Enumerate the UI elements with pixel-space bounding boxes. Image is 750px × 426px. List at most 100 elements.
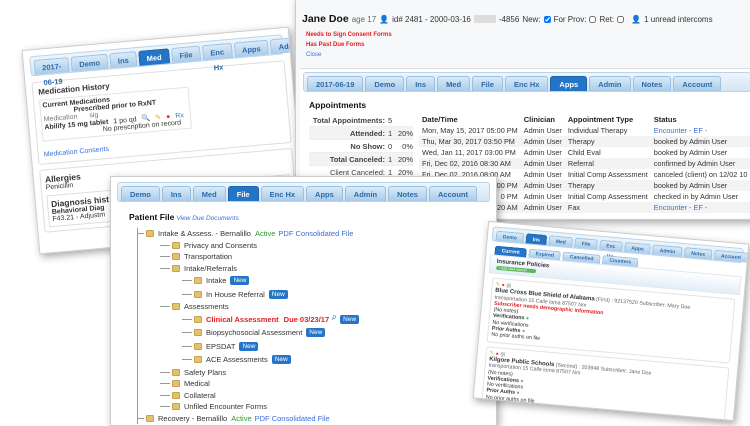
tree-node[interactable]: Biopsychosocial Assessment New: [138, 326, 490, 340]
tab-account[interactable]: Account: [673, 76, 722, 91]
tree-node-label[interactable]: Intake & Assess. - Bernalillo: [158, 229, 251, 239]
tab-admin[interactable]: Admin: [344, 186, 387, 201]
tree-node-label[interactable]: ACE Assessments: [206, 355, 268, 365]
tree-node[interactable]: Unfiled Encounter Forms: [138, 401, 490, 413]
new-document-button[interactable]: New: [268, 289, 288, 299]
new-document-button[interactable]: New: [239, 341, 259, 351]
tab-file[interactable]: File: [472, 76, 503, 91]
tab-apps[interactable]: Apps: [624, 241, 652, 255]
column-header[interactable]: Date/Time: [422, 115, 458, 124]
column-header[interactable]: Status: [653, 115, 677, 124]
pdf-consolidated-link[interactable]: PDF Consolidated File: [278, 229, 354, 239]
tab-notes[interactable]: Notes: [683, 247, 713, 260]
tab-med[interactable]: Med: [137, 48, 171, 66]
tree-node[interactable]: Clinical Assessment Due 03/23/17 P New: [138, 313, 490, 327]
tab-ins[interactable]: Ins: [525, 233, 548, 246]
table-row[interactable]: 20 AM Admin User Fax Encounter - EF -: [419, 202, 750, 213]
tree-node[interactable]: Privacy and Consents: [138, 240, 490, 252]
tab-enc-hx[interactable]: Enc Hx: [504, 76, 549, 91]
tab-ins[interactable]: Ins: [161, 186, 191, 201]
tab-account[interactable]: Account: [713, 249, 749, 263]
tab-file[interactable]: File: [574, 237, 598, 250]
table-row[interactable]: Thu, Mar 30, 2017 03:50 PM Admin User Ther…: [419, 136, 750, 147]
tab-med[interactable]: Med: [548, 235, 574, 248]
add-icon[interactable]: ●: [516, 390, 520, 397]
tree-node-label[interactable]: Collateral: [184, 390, 216, 400]
tree-node-label[interactable]: Assessments: [184, 302, 229, 312]
table-row[interactable]: Fri, Dec 02, 2016 08:00 AM Admin User Init…: [419, 169, 750, 180]
tab-ins[interactable]: Ins: [406, 76, 436, 91]
tab-apps[interactable]: Apps: [550, 76, 588, 91]
tab-demo[interactable]: Demo: [365, 76, 405, 91]
tree-node-label[interactable]: Recovery - Bernalillo: [158, 413, 228, 423]
tree-node[interactable]: Intake & Assess. - Bernalillo Active PDF…: [138, 228, 490, 240]
tab-admin[interactable]: Admin: [589, 76, 631, 91]
tab-demo[interactable]: Demo: [121, 186, 160, 201]
tab-file[interactable]: File: [227, 186, 259, 201]
tab-enc-hx[interactable]: Enc Hx: [201, 42, 233, 72]
tree-node-label[interactable]: Medical: [184, 379, 210, 389]
new-document-button[interactable]: New: [306, 328, 326, 338]
view-due-documents-link[interactable]: View Due Documents: [176, 215, 239, 222]
close-link[interactable]: Close: [306, 52, 322, 58]
for-prov-checkbox[interactable]: [589, 15, 597, 23]
tree-node[interactable]: Safety Plans: [138, 367, 490, 379]
pdf-consolidated-link[interactable]: PDF Consolidated File: [254, 413, 330, 423]
tree-node-label[interactable]: Transportation: [184, 252, 233, 262]
cell-status[interactable]: Encounter - EF -: [653, 126, 708, 135]
tab-enc-hx[interactable]: Enc Hx: [598, 239, 623, 260]
tree-node[interactable]: Medical: [138, 378, 490, 390]
table-row[interactable]: 0 PM Admin User Initial Comp Assessment che…: [419, 191, 750, 202]
tree-node-label[interactable]: Clinical Assessment: [206, 314, 279, 324]
table-row[interactable]: Fri, Dec 02, 2016 08:30 AM Admin User Refe…: [419, 158, 750, 169]
tab-demo[interactable]: Demo: [495, 230, 525, 244]
tree-node[interactable]: Intake New: [138, 274, 490, 288]
tree-node-label[interactable]: Intake/Referrals: [184, 263, 237, 273]
delete-icon[interactable]: ●: [165, 112, 171, 121]
delete-icon[interactable]: ●: [495, 350, 500, 358]
tree-node[interactable]: ACE Assessments New: [138, 353, 490, 367]
tree-node-label[interactable]: EPSDAT: [206, 341, 236, 351]
rx-link[interactable]: Rx: [174, 111, 185, 120]
intercoms-count[interactable]: 1 unread intercoms: [644, 14, 713, 24]
table-row[interactable]: Mon, May 15, 2017 05:00 PM Admin User Indi…: [419, 125, 750, 136]
tab-notes[interactable]: Notes: [388, 186, 427, 201]
tab-account[interactable]: Account: [428, 186, 477, 201]
tab-demo[interactable]: Demo: [70, 53, 109, 72]
tab-enc-hx[interactable]: Enc Hx: [260, 186, 305, 201]
new-document-button[interactable]: New: [340, 314, 360, 324]
tree-node[interactable]: EPSDAT New: [138, 340, 490, 354]
tree-node[interactable]: Collateral: [138, 390, 490, 402]
intercom-icon[interactable]: 👤: [631, 14, 642, 24]
column-header[interactable]: Clinician: [523, 115, 555, 124]
new-document-button[interactable]: New: [230, 276, 250, 286]
tab-notes[interactable]: Notes: [632, 76, 672, 91]
flag-p[interactable]: P: [332, 316, 337, 323]
cell-status[interactable]: Encounter - EF -: [653, 203, 708, 212]
tree-node-label[interactable]: In House Referral: [206, 289, 265, 299]
tree-node-label[interactable]: Privacy and Consents: [184, 240, 257, 250]
add-icon[interactable]: ●: [525, 316, 530, 323]
column-header[interactable]: Appointment Type: [567, 115, 634, 124]
tree-node-label[interactable]: Unfiled Encounter Forms: [184, 402, 267, 412]
tab-admin[interactable]: Admin: [652, 244, 683, 257]
tab-med[interactable]: Med: [192, 186, 226, 201]
tab-med[interactable]: Med: [437, 76, 471, 91]
add-icon[interactable]: ●: [520, 378, 524, 385]
table-row[interactable]: Wed, Jan 11, 2017 03:00 PM Admin User Chil…: [419, 147, 750, 158]
tab-2017-06-19[interactable]: 2017-06-19: [307, 76, 364, 91]
tree-node[interactable]: Recovery - Bernalillo Active PDF Consoli…: [138, 413, 490, 425]
tree-node[interactable]: Intake/Referrals: [138, 263, 490, 275]
delete-icon[interactable]: ●: [501, 282, 506, 289]
table-row[interactable]: 00 PM Admin User Therapy booked by Admin Us…: [419, 180, 750, 191]
tree-node-label[interactable]: Biopsychosocial Assessment: [206, 328, 303, 338]
new-checkbox[interactable]: [543, 15, 551, 23]
tab-ins[interactable]: Ins: [109, 51, 138, 69]
add-icon[interactable]: ●: [521, 328, 526, 335]
tab-apps[interactable]: Apps: [233, 39, 270, 58]
tab-2017-06-19[interactable]: 2017-06-19: [33, 57, 70, 87]
tree-node[interactable]: Transportation: [138, 251, 490, 263]
tree-node[interactable]: In House Referral New: [138, 288, 490, 302]
tab-file[interactable]: File: [170, 45, 201, 63]
ret-checkbox[interactable]: [617, 15, 625, 23]
